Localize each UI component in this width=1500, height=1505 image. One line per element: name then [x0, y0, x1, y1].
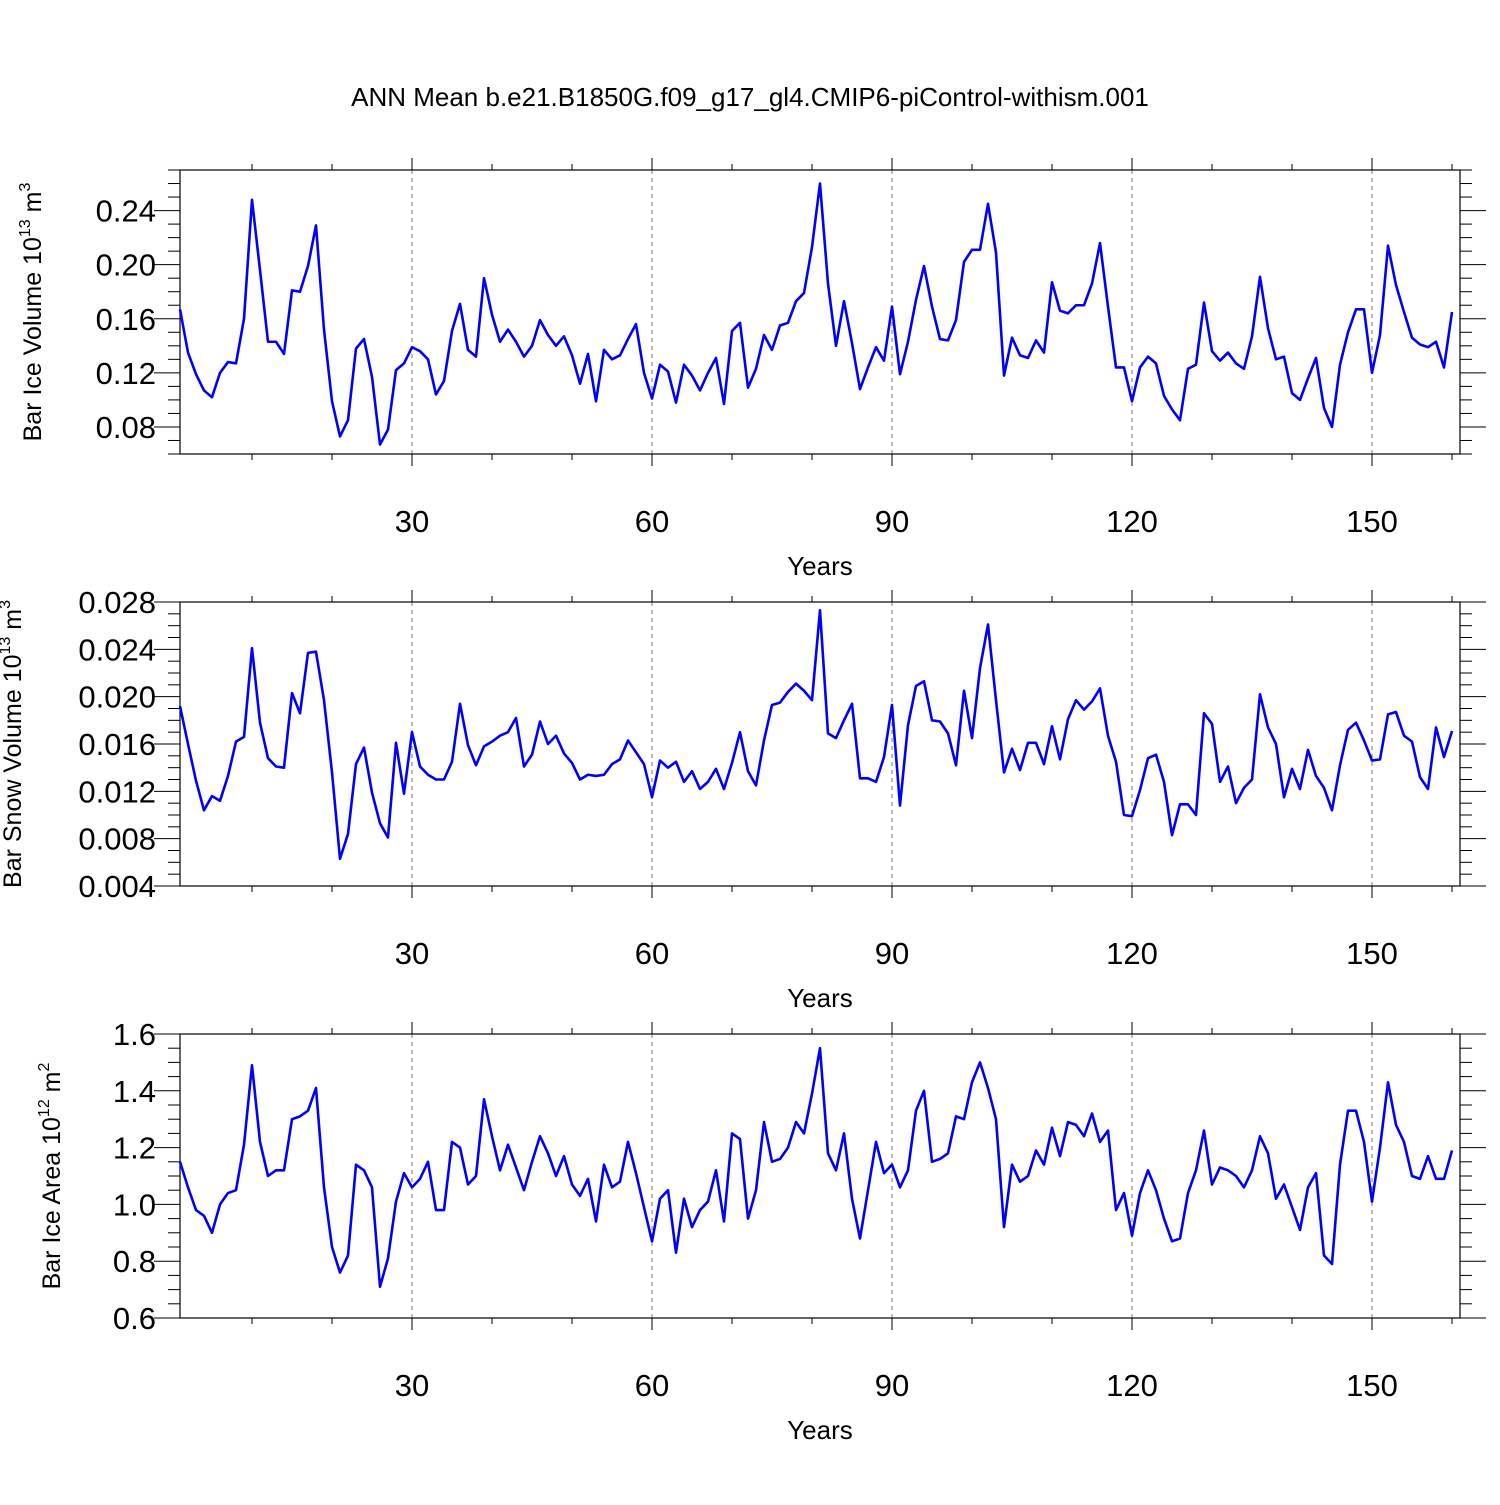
plot-frame — [179, 601, 1461, 887]
y-axis-label-ylabel: Bar Ice Volume 10 — [19, 237, 47, 441]
x-tick-label: 90 — [875, 1368, 909, 1403]
y-axis-label-ylabel_unit: m — [38, 1072, 66, 1100]
figure-title: ANN Mean b.e21.B1850G.f09_g17_gl4.CMIP6-… — [351, 82, 1149, 112]
y-tick-label: 1.0 — [113, 1187, 156, 1222]
x-tick-label: 120 — [1106, 936, 1158, 971]
y-axis-label-ylabel_unit_exp: 3 — [0, 600, 14, 609]
y-axis-label-ylabel_exp: 12 — [36, 1099, 53, 1117]
y-tick-label: 0.004 — [78, 869, 156, 904]
x-tick-label: 30 — [395, 1368, 429, 1403]
y-axis-label-ylabel_unit_exp: 2 — [36, 1063, 53, 1072]
y-tick-label: 0.008 — [78, 822, 156, 857]
x-tick-label: 90 — [875, 936, 909, 971]
x-tick-label: 120 — [1106, 504, 1158, 539]
y-tick-label: 0.16 — [96, 302, 156, 337]
x-tick-label: 150 — [1346, 936, 1398, 971]
panel-3: 30 60 90 120 150 Years 0.6 0.8 1.0 1.2 1.4 1.6 Bar I… — [36, 1017, 1486, 1445]
y-tick-label: 0.24 — [96, 194, 156, 229]
x-tick-label: 90 — [875, 504, 909, 539]
x-tick-label: 60 — [635, 1368, 669, 1403]
y-axis-label-ylabel_unit: m — [19, 192, 47, 220]
y-tick-label: 1.6 — [113, 1017, 156, 1052]
y-tick-label: 1.2 — [113, 1131, 156, 1166]
y-tick-label: 0.024 — [78, 632, 156, 667]
y-axis-label-ylabel: Bar Ice Area 10 — [38, 1117, 66, 1289]
plot-frame — [179, 169, 1461, 455]
y-tick-label: 0.08 — [96, 410, 156, 445]
x-tick-label: 150 — [1346, 1368, 1398, 1403]
y-axis-label-ylabel_unit: m — [0, 609, 27, 637]
panel-1: 30 60 90 120 150 Years 0.08 0.12 0.16 0.20 0.24 Bar… — [17, 158, 1486, 581]
x-tick-label: 30 — [395, 504, 429, 539]
x-axis-label: Years — [787, 551, 853, 581]
y-tick-label: 0.20 — [96, 248, 156, 283]
series-line — [178, 608, 1454, 861]
y-axis-label: Bar Ice Volume 1013 m3 — [17, 183, 47, 442]
series-line — [178, 182, 1454, 446]
y-tick-label: 0.12 — [96, 356, 156, 391]
y-tick-label: 1.4 — [113, 1074, 156, 1109]
x-tick-label: 60 — [635, 504, 669, 539]
x-axis-label: Years — [787, 1415, 853, 1445]
plot-frame — [179, 1033, 1461, 1319]
y-tick-label: 0.028 — [78, 585, 156, 620]
panel-2: 30 60 90 120 150 Years 0.004 0.008 0.012 0.016 0.0… — [0, 585, 1486, 1013]
y-axis-label-ylabel: Bar Snow Volume 10 — [0, 655, 27, 888]
y-axis-label-ylabel_exp: 13 — [0, 637, 14, 655]
series-line — [178, 1046, 1454, 1289]
y-axis-label: Bar Ice Area 1012 m2 — [36, 1063, 66, 1290]
x-axis-label: Years — [787, 983, 853, 1013]
y-axis-label-ylabel_unit_exp: 3 — [17, 183, 34, 192]
y-tick-label: 0.8 — [113, 1244, 156, 1279]
x-tick-label: 150 — [1346, 504, 1398, 539]
x-tick-label: 30 — [395, 936, 429, 971]
y-tick-label: 0.016 — [78, 727, 156, 762]
x-tick-label: 120 — [1106, 1368, 1158, 1403]
x-tick-label: 60 — [635, 936, 669, 971]
y-tick-label: 0.012 — [78, 774, 156, 809]
y-tick-label: 0.6 — [113, 1301, 156, 1336]
y-tick-label: 0.020 — [78, 680, 156, 715]
y-axis-label: Bar Snow Volume 1013 m3 — [0, 600, 27, 888]
y-axis-label-ylabel_exp: 13 — [17, 219, 34, 237]
